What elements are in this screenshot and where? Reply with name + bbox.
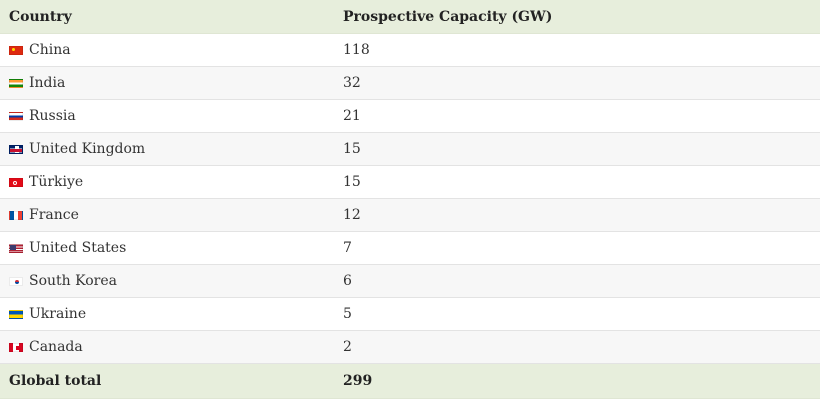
flag-canada-icon [9, 342, 23, 352]
country-name: Ukraine [29, 306, 87, 322]
flag-ukraine-icon [9, 309, 23, 319]
capacity-value: 12 [343, 207, 361, 223]
table-total-row: Global total 299 [0, 364, 820, 399]
capacity-value: 5 [343, 306, 352, 322]
capacity-value: 118 [343, 42, 370, 58]
total-value: 299 [343, 373, 373, 389]
capacity-value: 7 [343, 240, 352, 256]
table-row: South Korea 6 [0, 265, 820, 298]
capacity-value: 32 [343, 75, 361, 91]
country-name: United States [29, 240, 127, 256]
country-name: Türkiye [29, 174, 84, 190]
flag-russia-icon [9, 111, 23, 121]
table-row: China 118 [0, 34, 820, 67]
capacity-value: 2 [343, 339, 352, 355]
flag-china-icon [9, 45, 23, 55]
table-row: Canada 2 [0, 331, 820, 364]
flag-united-kingdom-icon [9, 144, 23, 154]
table-header-row: Country Prospective Capacity (GW) [0, 0, 820, 34]
table-row: United States 7 [0, 232, 820, 265]
capacity-value: 15 [343, 174, 361, 190]
table-row: United Kingdom 15 [0, 133, 820, 166]
header-country: Country [9, 8, 72, 25]
country-name: United Kingdom [29, 141, 146, 157]
country-name: China [29, 42, 71, 58]
table-row: Russia 21 [0, 100, 820, 133]
flag-turkiye-icon [9, 177, 23, 187]
table-row: France 12 [0, 199, 820, 232]
flag-united-states-icon [9, 243, 23, 253]
country-name: Russia [29, 108, 76, 124]
table-row: India 32 [0, 67, 820, 100]
table-row: Ukraine 5 [0, 298, 820, 331]
header-capacity: Prospective Capacity (GW) [343, 8, 553, 25]
country-name: India [29, 75, 66, 91]
flag-south-korea-icon [9, 276, 23, 286]
table-row: Türkiye 15 [0, 166, 820, 199]
total-label: Global total [9, 373, 102, 389]
country-name: South Korea [29, 273, 117, 289]
flag-france-icon [9, 210, 23, 220]
capacity-value: 21 [343, 108, 361, 124]
country-name: France [29, 207, 79, 223]
capacity-value: 15 [343, 141, 361, 157]
country-name: Canada [29, 339, 83, 355]
flag-india-icon [9, 78, 23, 88]
capacity-value: 6 [343, 273, 352, 289]
